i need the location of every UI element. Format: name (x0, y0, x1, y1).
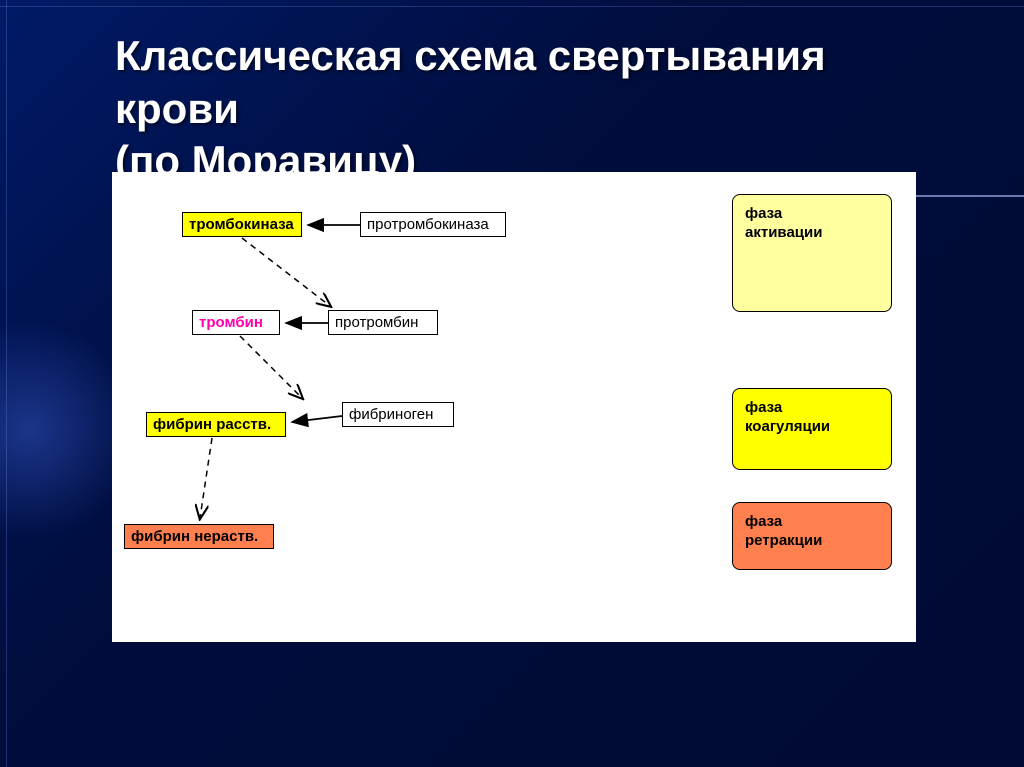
title-text: Классическая схема свертывания крови(по … (115, 32, 826, 184)
node-label: фибриноген (349, 406, 433, 423)
phase-label: фазакоагуляции (745, 399, 830, 435)
phase-activation: фазаактивации (732, 194, 892, 312)
node-label: тромбин (199, 314, 263, 331)
slide-title: Классическая схема свертывания крови(по … (115, 30, 935, 188)
node-fibrinogen: фибриноген (342, 402, 454, 427)
node-fibrin-nerastv: фибрин нераств. (124, 524, 274, 549)
bg-line (0, 6, 1024, 7)
node-label: протромбин (335, 314, 418, 331)
node-trombokinaza: тромбокиназа (182, 212, 302, 237)
node-protrombin: протромбин (328, 310, 438, 335)
diagram-canvas: тромбокиназа протромбокиназа тромбин про… (112, 172, 916, 642)
node-label: протромбокиназа (367, 216, 489, 233)
node-protrombokinaza: протромбокиназа (360, 212, 506, 237)
node-label: тромбокиназа (189, 216, 294, 233)
phase-label: фазаретракции (745, 513, 822, 549)
phase-label: фазаактивации (745, 205, 822, 241)
phase-coagulation: фазакоагуляции (732, 388, 892, 470)
node-fibrin-rastv: фибрин расств. (146, 412, 286, 437)
node-trombin: тромбин (192, 310, 280, 335)
node-label: фибрин расств. (153, 416, 271, 433)
bg-line (6, 0, 7, 767)
phase-retraction: фазаретракции (732, 502, 892, 570)
node-label: фибрин нераств. (131, 528, 258, 545)
